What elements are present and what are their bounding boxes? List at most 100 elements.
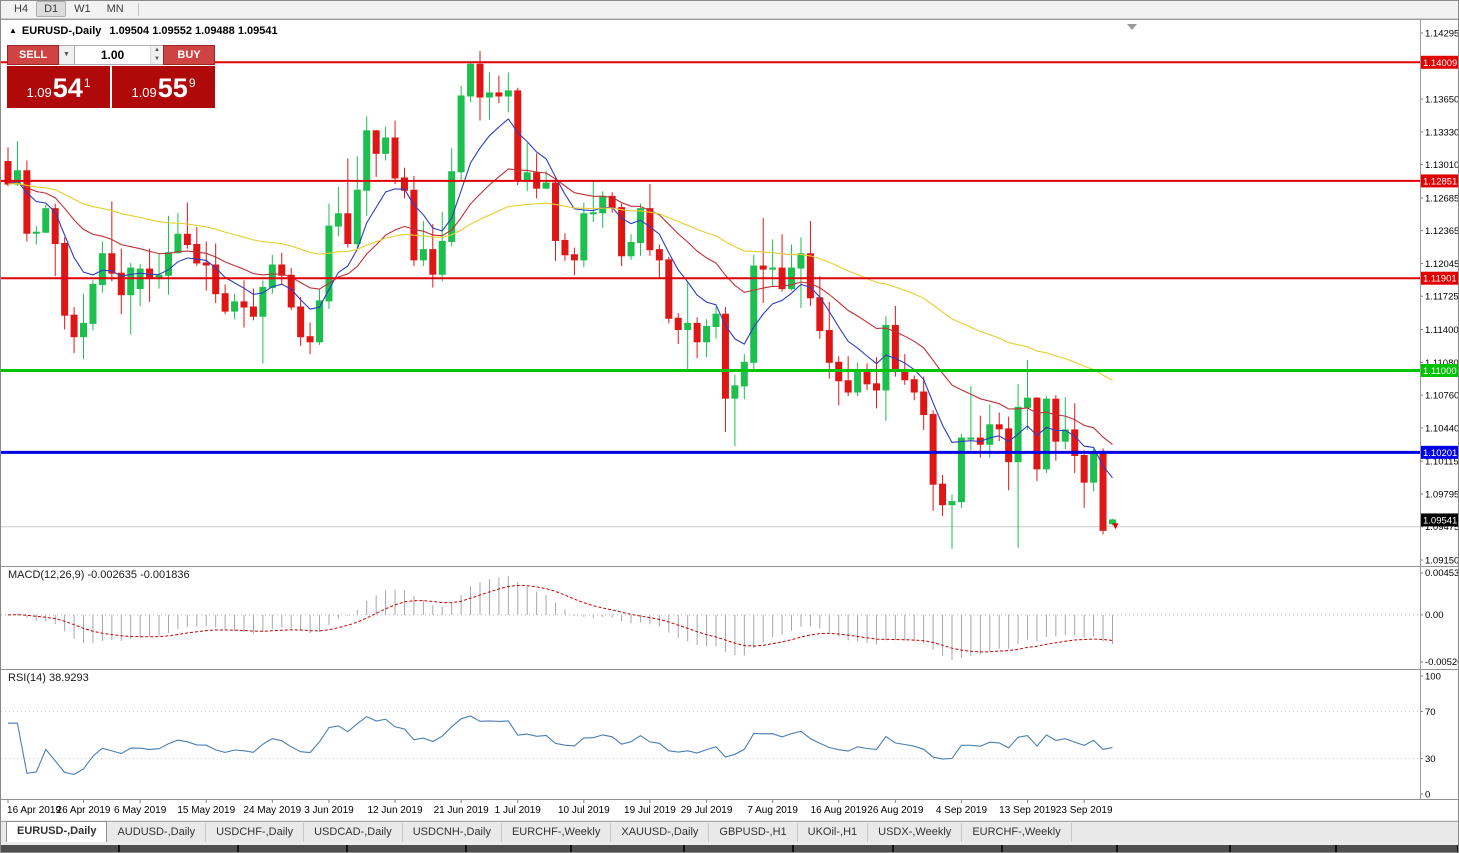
tab-eurchf-weekly[interactable]: EURCHF-,Weekly [502,823,612,842]
tab-eurchf-weekly[interactable]: EURCHF-,Weekly [962,823,1072,842]
candle-up [769,267,777,270]
candle-up [334,213,342,227]
candle-down [51,208,59,244]
candle-down [1052,398,1060,442]
moving-average-8 [7,118,1113,479]
macd-panel[interactable] [1,576,1420,660]
candle-up [174,233,182,254]
candle-down [995,424,1003,430]
bottom-strip-segment [1003,845,1119,853]
candle-up [504,90,512,97]
price-axis-label: 1.13010 [1425,160,1459,171]
candle-up [627,241,635,257]
candle-up [986,424,994,445]
main-price-panel[interactable] [1,50,1420,549]
bottom-strip-segment [348,845,467,853]
volume-input[interactable]: 1.00 ▲ ▼ [75,45,163,65]
buy-button[interactable]: BUY [163,45,215,65]
candle-down [655,249,663,261]
volume-dropdown-icon[interactable]: ▼ [59,45,75,65]
price-badge-label: 1.11000 [1423,366,1457,377]
candle-down [278,264,286,276]
candle-down [872,383,880,391]
tab-usdcnh-daily[interactable]: USDCNH-,Daily [403,823,502,842]
price-badge-label: 1.12851 [1423,176,1457,187]
rsi-axis-label: 0 [1425,790,1430,801]
sell-price-pipette: 1 [83,76,91,90]
timeframe-button-h4[interactable]: H4 [14,3,29,15]
chart-shift-marker[interactable] [1127,24,1137,30]
price-axis-label: 1.12685 [1425,193,1459,204]
candle-up [363,130,371,191]
candle-down [674,317,682,331]
candle-up [750,265,758,363]
timeframe-button-w1[interactable]: W1 [74,3,91,15]
buy-price-display[interactable]: 1.09 55 9 [112,66,215,108]
candle-down [23,170,31,234]
candle-up [127,267,135,296]
candle-down [193,244,201,264]
volume-increase-icon[interactable]: ▲ [151,46,163,55]
candle-up [684,322,692,331]
bottom-strip-segment [572,845,686,853]
price-axis-label: 1.12365 [1425,226,1459,237]
tab-eurusd-daily[interactable]: EURUSD-,Daily [6,821,108,842]
price-chart[interactable]: 1.14295 1.13650 1.13330 1.13010 1.12685 1.123… [0,19,1459,820]
date-label: 23 Sep 2019 [1056,805,1113,816]
sell-price-display[interactable]: 1.09 54 1 [7,66,110,108]
candle-down [1071,429,1079,457]
last-price-marker [1112,523,1119,530]
one-click-price-row: 1.09 54 1 1.09 55 9 [7,66,215,108]
candle-up [712,313,720,327]
tab-gbpusd-h1[interactable]: GBPUSD-,H1 [709,823,798,842]
price-axis-label: 1.10440 [1425,423,1459,434]
price-axis-label: 1.14295 [1425,29,1459,40]
price-badge [1421,513,1458,527]
price-axis-label: 1.11080 [1425,358,1459,369]
macd-axis-label: -0.00520 [1425,657,1459,668]
candle-down [1099,450,1107,531]
candle-up [542,182,550,189]
candle-up [316,300,324,343]
candle-down [306,336,314,343]
date-label: 26 Apr 2019 [57,805,111,816]
candle-down [514,90,522,182]
tab-audusd-daily[interactable]: AUDUSD-,Daily [107,823,207,842]
tab-ukoil-h1[interactable]: UKOil-,H1 [798,823,869,842]
tab-usdcad-daily[interactable]: USDCAD-,Daily [304,823,403,842]
candle-down [939,483,947,506]
volume-stepper[interactable]: ▲ ▼ [150,46,163,64]
candle-down [117,272,125,296]
candle-down [552,182,560,241]
tab-usdx-weekly[interactable]: USDX-,Weekly [868,823,963,842]
timeframe-button-mn[interactable]: MN [106,3,124,15]
rsi-panel[interactable] [1,710,1420,775]
tab-usdchf-daily[interactable]: USDCHF-,Daily [206,823,305,842]
candle-down [495,92,503,97]
rsi-axis-label: 70 [1425,707,1436,718]
candle-down [391,137,399,179]
volume-decrease-icon[interactable]: ▼ [151,55,163,64]
candle-down [221,293,229,312]
sell-price-pips: 54 [52,73,83,103]
volume-value[interactable]: 1.00 [100,48,125,62]
sell-button[interactable]: SELL [7,45,59,65]
tab-xauusd-daily[interactable]: XAUUSD-,Daily [611,823,710,842]
candle-down [249,306,257,317]
candle-down [806,253,814,299]
collapse-panel-icon[interactable]: ▲ [9,26,17,35]
chart-title: ▲ EURUSD-,Daily 1.09504 1.09552 1.09488 1.… [9,25,278,37]
macd-signal-line [7,584,1113,653]
date-label: 29 Jul 2019 [681,805,733,816]
price-badge-label: 1.11901 [1423,274,1457,285]
date-label: 7 Aug 2019 [747,805,798,816]
price-badge-label: 1.10201 [1423,448,1457,459]
price-badge [1421,271,1458,285]
date-label: 19 Jul 2019 [624,805,676,816]
candle-down [816,297,824,332]
candle-down [618,207,626,257]
date-label: 26 Aug 2019 [867,805,924,816]
date-label: 10 Jul 2019 [558,805,610,816]
timeframe-button-d1[interactable]: D1 [36,1,67,17]
date-label: 21 Jun 2019 [434,805,489,816]
